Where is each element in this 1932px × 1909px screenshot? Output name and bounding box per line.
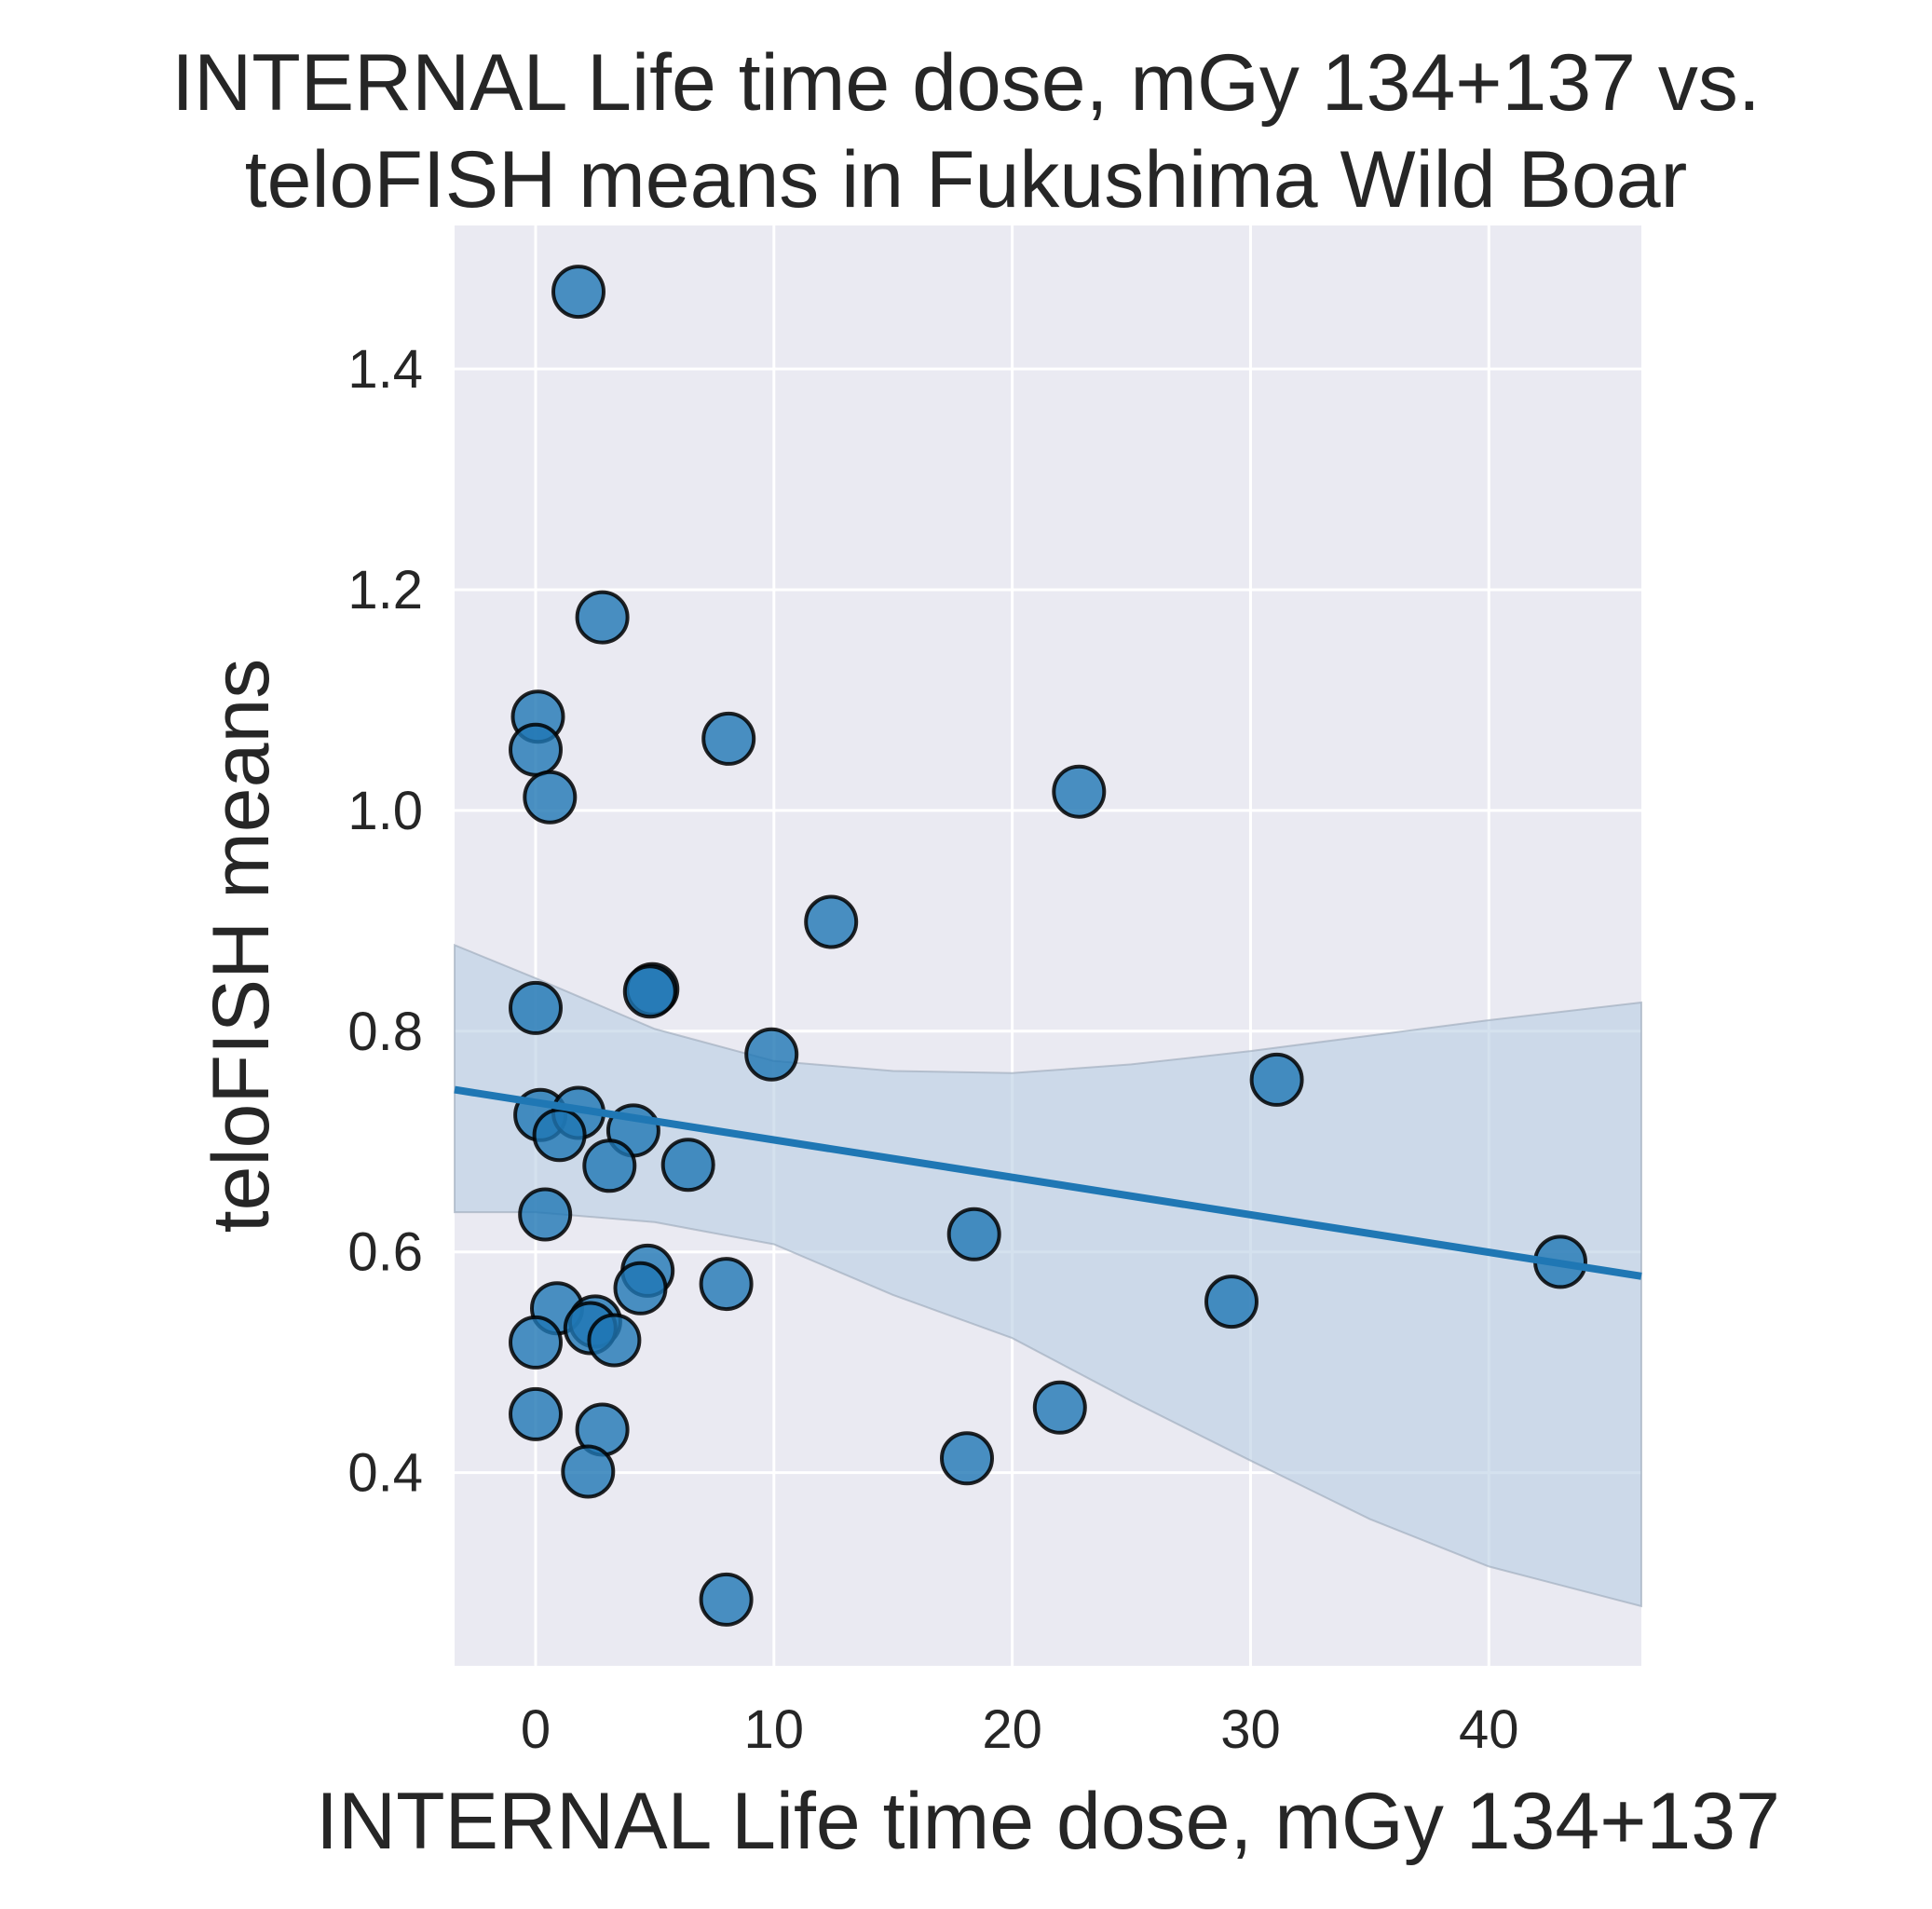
data-point bbox=[509, 980, 563, 1035]
data-point bbox=[622, 964, 677, 1019]
data-point bbox=[509, 722, 563, 777]
chart-title-line-1: INTERNAL Life time dose, mGy 134+137 vs. bbox=[171, 38, 1761, 128]
data-point bbox=[946, 1207, 1001, 1261]
y-tick-label: 1.0 bbox=[347, 781, 423, 841]
data-point bbox=[804, 894, 859, 949]
regression-line bbox=[454, 1085, 1642, 1280]
x-tick-label: 30 bbox=[1220, 1699, 1281, 1760]
data-point bbox=[1032, 1380, 1087, 1435]
x-tick-label: 10 bbox=[744, 1699, 805, 1760]
y-tick-label: 0.4 bbox=[347, 1443, 423, 1504]
chart-title: INTERNAL Life time dose, mGy 134+137 vs.… bbox=[171, 38, 1761, 225]
data-points bbox=[509, 265, 1587, 1627]
data-point bbox=[701, 711, 756, 766]
data-point bbox=[744, 1027, 799, 1082]
data-point bbox=[523, 770, 578, 825]
data-point bbox=[532, 1108, 587, 1163]
data-point bbox=[561, 1444, 616, 1499]
x-tick-labels: 0 10 20 30 40 bbox=[521, 1699, 1519, 1760]
data-point bbox=[1052, 764, 1107, 819]
y-tick-labels: 0.4 0.6 0.8 1.0 1.2 1.4 bbox=[347, 339, 423, 1504]
x-tick-label: 40 bbox=[1459, 1699, 1519, 1760]
data-point bbox=[660, 1138, 715, 1193]
regression-line-path bbox=[454, 1085, 1642, 1280]
data-point bbox=[582, 1139, 637, 1193]
data-point bbox=[1249, 1052, 1304, 1107]
data-point bbox=[518, 1187, 573, 1242]
y-tick-label: 0.6 bbox=[347, 1222, 423, 1283]
confidence-band-area bbox=[454, 943, 1642, 1608]
data-point bbox=[940, 1431, 994, 1486]
y-tick-label: 0.8 bbox=[347, 1002, 423, 1062]
data-point bbox=[587, 1313, 642, 1368]
confidence-band bbox=[454, 943, 1642, 1608]
data-point bbox=[509, 1315, 563, 1370]
y-tick-label: 1.4 bbox=[347, 339, 423, 400]
data-point bbox=[699, 1572, 754, 1627]
chart-title-line-2: teloFISH means in Fukushima Wild Boar bbox=[245, 135, 1688, 225]
data-point bbox=[613, 1261, 668, 1316]
data-point bbox=[575, 590, 630, 645]
x-axis-label: INTERNAL Life time dose, mGy 134+137 bbox=[316, 1777, 1780, 1866]
y-tick-label: 1.2 bbox=[347, 560, 423, 620]
y-axis-label: teloFISH means bbox=[197, 659, 286, 1234]
data-point bbox=[551, 265, 605, 320]
data-point bbox=[509, 1386, 563, 1441]
x-tick-label: 20 bbox=[982, 1699, 1042, 1760]
data-point bbox=[699, 1257, 754, 1312]
data-point bbox=[1204, 1275, 1259, 1329]
x-tick-label: 0 bbox=[521, 1699, 551, 1760]
